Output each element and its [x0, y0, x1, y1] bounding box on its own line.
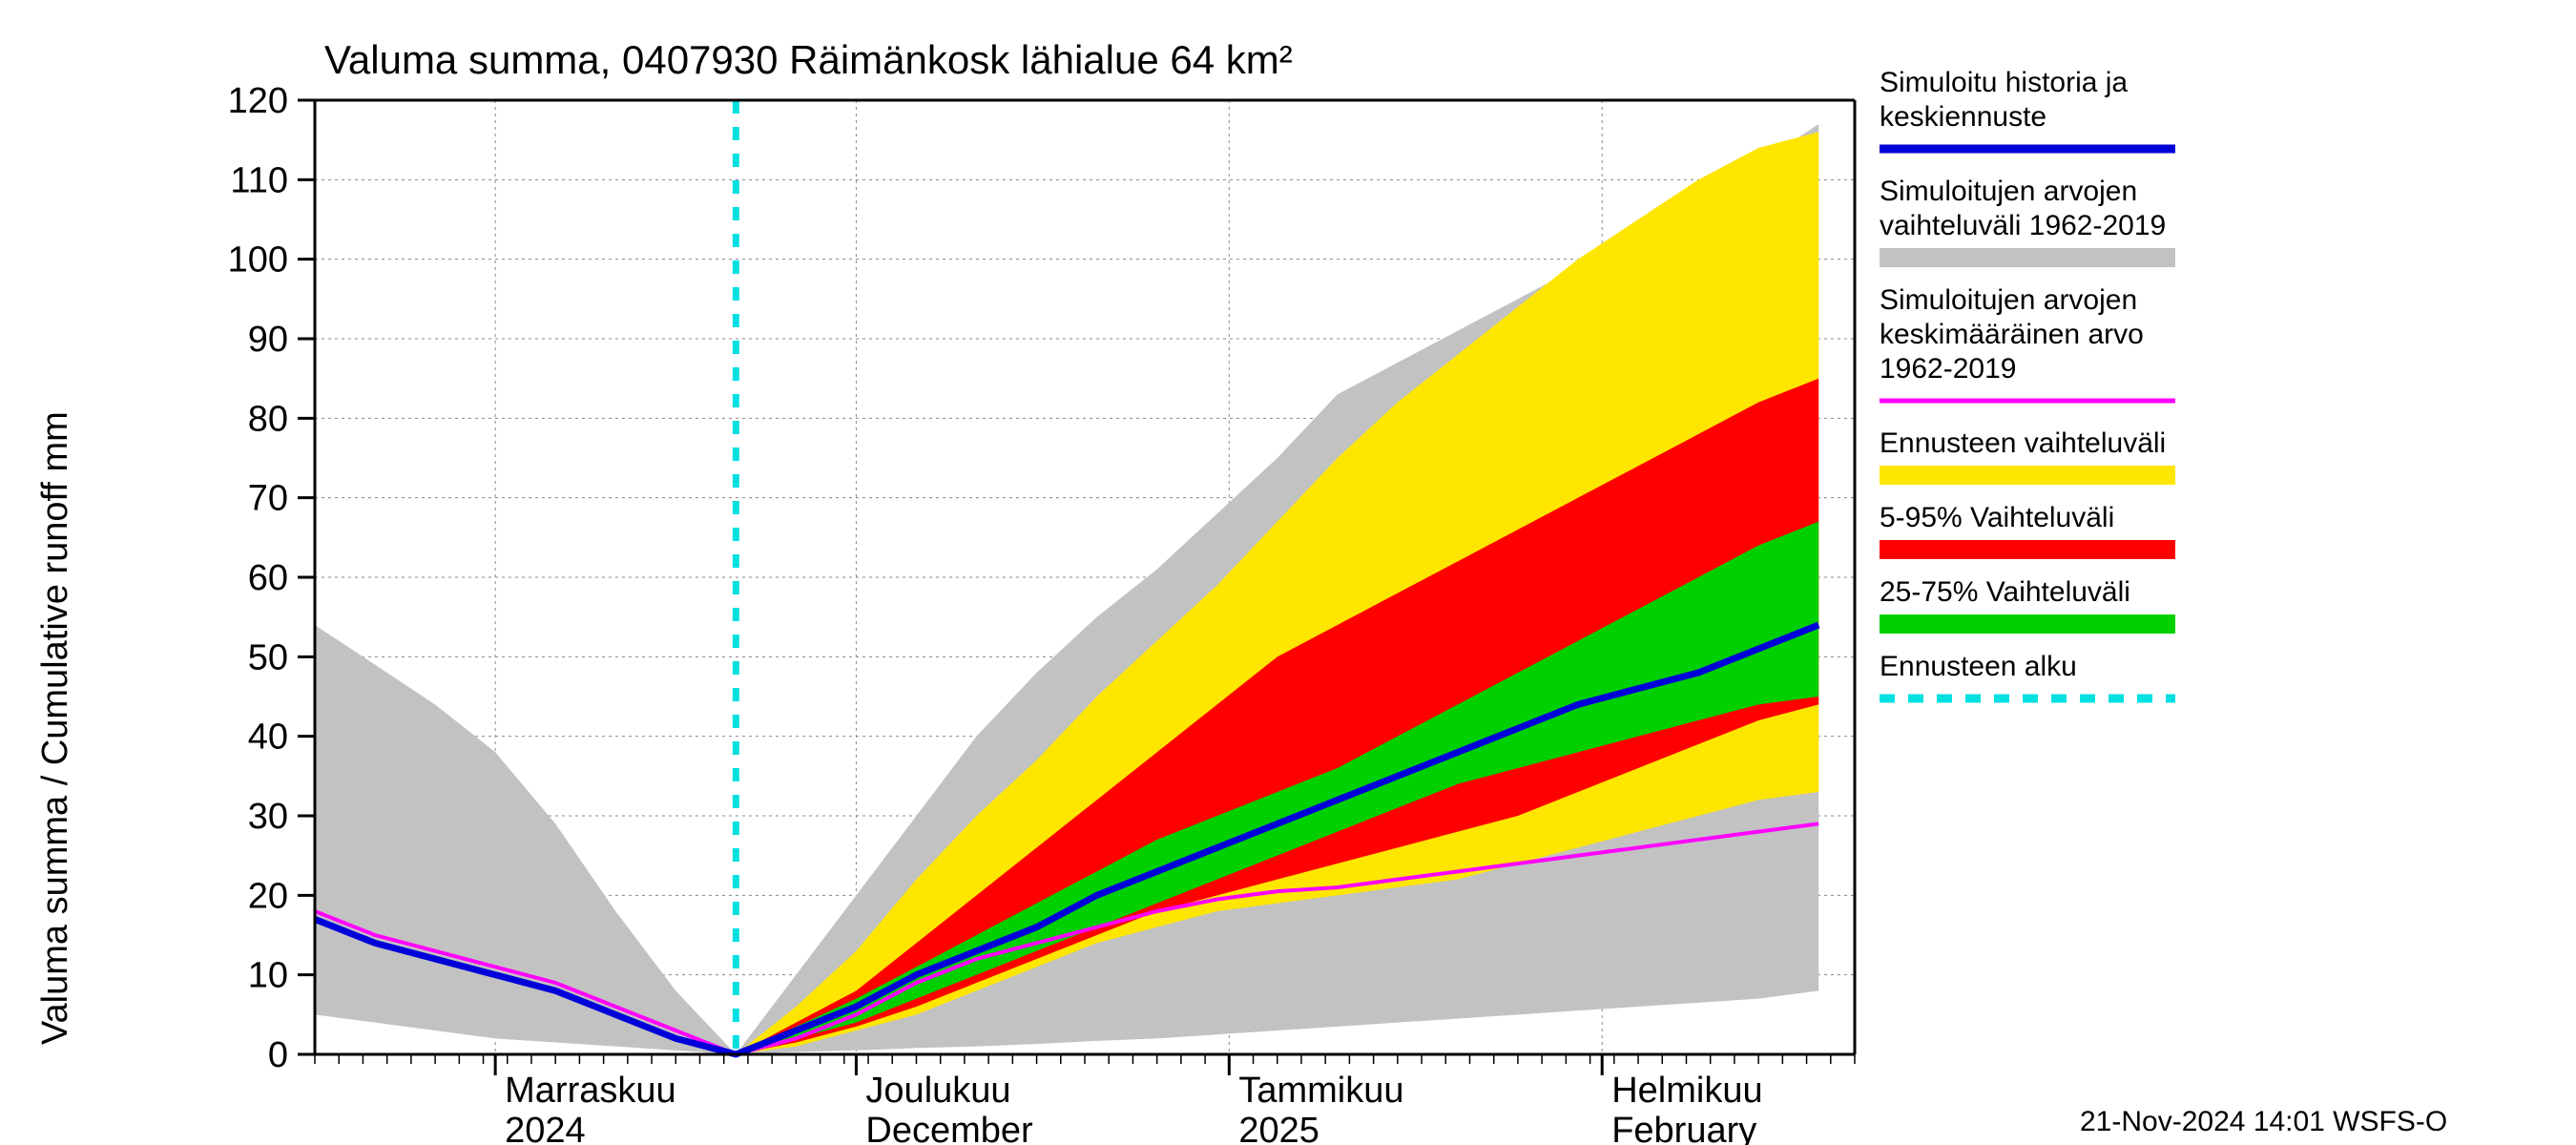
- svg-text:30: 30: [248, 797, 288, 837]
- svg-text:0: 0: [268, 1035, 288, 1075]
- svg-text:Ennusteen vaihteluväli: Ennusteen vaihteluväli: [1880, 427, 2166, 459]
- svg-text:60: 60: [248, 558, 288, 598]
- svg-text:2024: 2024: [505, 1111, 586, 1145]
- svg-text:vaihteluväli 1962-2019: vaihteluväli 1962-2019: [1880, 210, 2166, 241]
- svg-text:50: 50: [248, 637, 288, 677]
- svg-text:40: 40: [248, 718, 288, 758]
- svg-text:10: 10: [248, 956, 288, 996]
- svg-text:keskimääräinen arvo: keskimääräinen arvo: [1880, 319, 2144, 350]
- svg-text:90: 90: [248, 320, 288, 360]
- svg-text:5-95% Vaihteluväli: 5-95% Vaihteluväli: [1880, 502, 2114, 533]
- svg-text:120: 120: [228, 81, 288, 121]
- svg-text:February: February: [1611, 1111, 1756, 1145]
- chart-title: Valuma summa, 0407930 Räimänkosk lähialu…: [324, 37, 1293, 82]
- svg-text:Simuloitujen arvojen: Simuloitujen arvojen: [1880, 176, 2137, 207]
- svg-text:2025: 2025: [1238, 1111, 1319, 1145]
- svg-text:100: 100: [228, 240, 288, 281]
- svg-text:December: December: [865, 1111, 1033, 1145]
- svg-text:keskiennuste: keskiennuste: [1880, 101, 2046, 133]
- svg-text:80: 80: [248, 399, 288, 439]
- svg-text:1962-2019: 1962-2019: [1880, 353, 2016, 385]
- chart-plot-area: [315, 100, 1855, 1054]
- svg-text:Tammikuu: Tammikuu: [1238, 1071, 1403, 1111]
- y-axis-label: Valuma summa / Cumulative runoff mm: [35, 411, 75, 1045]
- svg-text:25-75% Vaihteluväli: 25-75% Vaihteluväli: [1880, 576, 2130, 608]
- svg-text:110: 110: [230, 160, 288, 200]
- svg-text:Joulukuu: Joulukuu: [865, 1071, 1010, 1111]
- svg-text:20: 20: [248, 876, 288, 916]
- chart-legend: Simuloitu historia jakeskiennuste Simuloi…: [1880, 67, 2175, 698]
- svg-text:Simuloitujen arvojen: Simuloitujen arvojen: [1880, 284, 2137, 316]
- svg-text:Simuloitu historia ja: Simuloitu historia ja: [1880, 67, 2128, 98]
- svg-text:Helmikuu: Helmikuu: [1611, 1071, 1762, 1111]
- svg-text:70: 70: [248, 479, 288, 519]
- svg-text:Ennusteen alku: Ennusteen alku: [1880, 651, 2077, 682]
- svg-text:Marraskuu: Marraskuu: [505, 1071, 676, 1111]
- footer-timestamp: 21-Nov-2024 14:01 WSFS-O: [2080, 1106, 2447, 1137]
